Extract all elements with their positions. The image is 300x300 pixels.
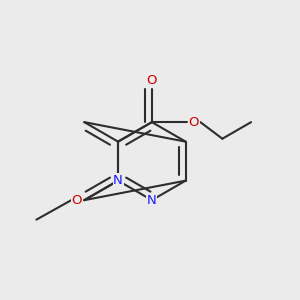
Text: N: N xyxy=(147,194,157,207)
Text: O: O xyxy=(72,194,82,207)
Text: O: O xyxy=(147,74,157,87)
Text: O: O xyxy=(188,116,199,129)
Text: N: N xyxy=(113,174,123,187)
